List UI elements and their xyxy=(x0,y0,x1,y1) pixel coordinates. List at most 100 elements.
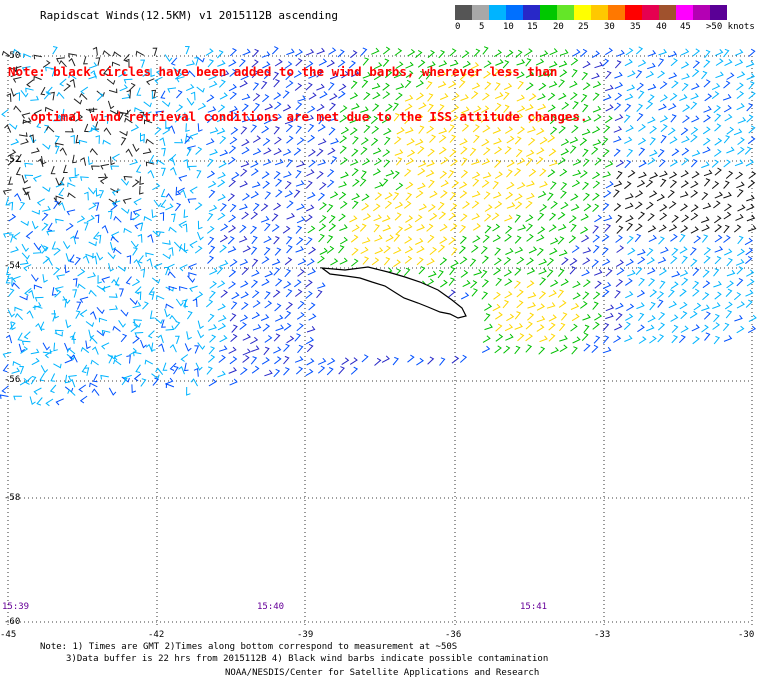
wind-barb xyxy=(691,83,700,90)
wind-barb xyxy=(250,279,259,288)
wind-barb xyxy=(51,287,57,296)
wind-barb xyxy=(690,180,699,189)
wind-barb xyxy=(7,309,15,318)
wind-barb xyxy=(516,289,524,298)
wind-barb xyxy=(359,223,367,232)
wind-barb xyxy=(711,91,720,99)
wind-barb xyxy=(108,355,114,364)
wind-barb xyxy=(374,247,384,255)
wind-barb xyxy=(131,384,137,394)
wind-barb xyxy=(404,246,414,254)
wind-barb xyxy=(481,138,490,147)
wind-barb xyxy=(132,143,140,153)
wind-barb xyxy=(135,364,141,373)
wind-barb xyxy=(384,136,391,146)
color-swatch xyxy=(676,5,693,20)
wind-barb xyxy=(207,106,217,113)
wind-barb xyxy=(559,69,568,78)
wind-barb xyxy=(169,344,177,353)
wind-barb xyxy=(263,247,271,256)
wind-barb xyxy=(733,224,742,233)
wind-barb xyxy=(712,322,720,330)
wind-barb xyxy=(72,278,78,287)
wind-barb xyxy=(220,203,227,212)
wind-barb xyxy=(305,48,315,56)
wind-barb xyxy=(165,120,170,130)
wind-barb xyxy=(471,244,479,253)
wind-barb xyxy=(371,125,380,134)
wind-barb xyxy=(517,126,525,135)
wind-barb xyxy=(582,181,590,190)
wind-barb xyxy=(296,312,305,320)
wind-barb xyxy=(197,342,206,350)
wind-barb xyxy=(261,278,270,286)
wind-barb xyxy=(669,92,678,101)
wind-barb xyxy=(591,259,599,268)
wind-barb xyxy=(263,71,271,80)
wind-barb xyxy=(361,354,369,363)
wind-barb xyxy=(636,180,646,188)
wind-barb xyxy=(636,112,644,122)
wind-barb xyxy=(503,256,512,265)
wind-barb xyxy=(407,354,415,363)
wind-barb xyxy=(560,181,568,191)
wind-barb xyxy=(669,159,678,167)
wind-barb xyxy=(241,138,250,147)
wind-barb xyxy=(702,146,711,154)
wind-barb xyxy=(252,135,261,143)
wind-barb xyxy=(416,257,424,266)
wind-barb xyxy=(88,108,98,114)
wind-barb xyxy=(107,210,113,220)
wind-barb xyxy=(239,258,249,266)
wind-barb xyxy=(207,236,215,246)
wind-barb xyxy=(285,71,293,81)
wind-barb xyxy=(308,92,317,100)
wind-barb xyxy=(262,94,270,103)
wind-barb xyxy=(703,247,712,256)
wind-barb xyxy=(168,285,177,291)
wind-barb xyxy=(139,185,144,195)
wind-barb xyxy=(448,289,456,298)
wind-barb xyxy=(471,171,481,179)
wind-barb xyxy=(146,78,155,86)
wind-barb xyxy=(549,48,558,56)
wind-barb xyxy=(36,397,43,406)
wind-barb xyxy=(517,333,525,342)
wind-barb xyxy=(123,78,133,84)
wind-barb xyxy=(101,329,111,335)
wind-barb xyxy=(351,193,360,201)
wind-barb xyxy=(504,291,513,299)
wind-barb xyxy=(186,310,193,320)
wind-barb xyxy=(328,115,337,122)
wind-barb xyxy=(726,126,735,135)
wind-barb xyxy=(747,136,756,145)
wind-barb xyxy=(746,269,755,277)
wind-barb xyxy=(205,48,214,56)
wind-barb xyxy=(206,138,215,146)
wind-barb xyxy=(94,121,100,130)
wind-barb xyxy=(514,345,521,355)
wind-barb xyxy=(183,298,188,308)
wind-barb xyxy=(326,59,335,68)
wind-barb xyxy=(19,295,28,301)
wind-barb xyxy=(129,347,138,356)
wind-barb xyxy=(14,306,23,312)
wind-barb xyxy=(714,234,723,243)
wind-barb xyxy=(645,179,654,188)
wind-barb xyxy=(42,342,50,351)
wind-barb xyxy=(145,343,153,353)
wind-barb xyxy=(437,201,445,211)
wind-barb xyxy=(426,81,433,90)
wind-barb xyxy=(548,81,558,88)
wind-barb xyxy=(649,172,659,179)
wind-barb xyxy=(22,117,32,124)
wind-barb xyxy=(481,255,489,264)
wind-barb xyxy=(459,112,466,121)
wind-barb xyxy=(417,145,425,155)
wind-barb xyxy=(110,156,115,166)
color-swatch xyxy=(608,5,625,20)
wind-barb xyxy=(297,95,306,102)
wind-barb xyxy=(351,258,359,267)
wind-barb xyxy=(681,255,688,264)
wind-barb xyxy=(658,311,666,321)
